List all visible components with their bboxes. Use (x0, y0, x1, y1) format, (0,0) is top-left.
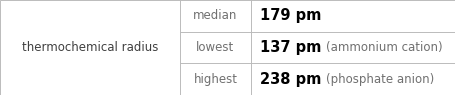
Text: 137 pm: 137 pm (259, 40, 321, 55)
Text: 179 pm: 179 pm (259, 8, 321, 23)
Text: highest: highest (193, 73, 237, 86)
Text: lowest: lowest (196, 41, 234, 54)
Text: (ammonium cation): (ammonium cation) (325, 41, 442, 54)
Text: (phosphate anion): (phosphate anion) (325, 73, 433, 86)
Text: median: median (193, 9, 237, 22)
Text: 238 pm: 238 pm (259, 72, 321, 87)
Text: thermochemical radius: thermochemical radius (22, 41, 158, 54)
